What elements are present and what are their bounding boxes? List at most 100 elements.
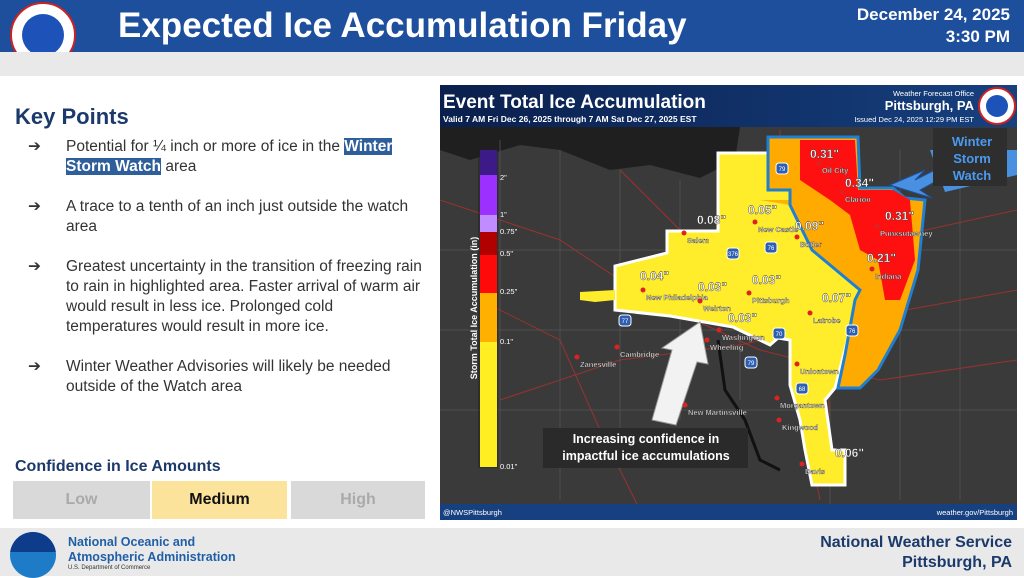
- confidence-callout-text: impactful ice accumulations: [562, 449, 729, 463]
- arrow-icon: ➔: [28, 198, 41, 215]
- city-label: Oil City: [822, 166, 849, 175]
- city-label: New Philadelphia: [646, 293, 709, 302]
- legend-tick: 0.5": [500, 249, 513, 258]
- interstate-number: 68: [799, 387, 806, 393]
- confidence-callout-box: [543, 428, 748, 468]
- map-valid-period: Valid 7 AM Fri Dec 26, 2025 through 7 AM…: [443, 114, 697, 124]
- legend-bin: [480, 175, 497, 215]
- ice-value-label: 0.08": [697, 213, 726, 227]
- city-marker: [874, 223, 880, 229]
- city-marker: [839, 189, 845, 195]
- city-marker: [746, 290, 752, 296]
- legend-bin: [480, 255, 497, 293]
- issue-date: December 24, 2025: [856, 5, 1010, 24]
- key-point-text: Winter Weather Advisories will likely be…: [66, 358, 391, 395]
- interstate-number: 376: [728, 252, 739, 258]
- city-marker: [697, 298, 703, 304]
- noaa-line2: Atmospheric Administration: [68, 550, 236, 564]
- confidence-callout-text: Increasing confidence in: [573, 432, 720, 446]
- city-label: New Castle: [758, 225, 798, 234]
- website-link[interactable]: weather.gov/Pittsburgh: [936, 508, 1013, 517]
- city-label: Punxsutawney: [880, 229, 933, 238]
- key-points-list: ➔ Potential for ¼ inch or more of ice in …: [28, 137, 428, 417]
- office-name: Pittsburgh, PA: [885, 98, 975, 113]
- ice-value-label: 0.04": [640, 269, 669, 283]
- legend-tick: 0.25": [500, 287, 518, 296]
- watch-callout-text: Winter: [952, 134, 992, 149]
- issue-datetime: December 24, 2025 3:30 PM: [857, 4, 1010, 48]
- interstate-number: 79: [779, 167, 786, 173]
- arrow-icon: ➔: [28, 258, 41, 275]
- noaa-logo: [10, 532, 56, 578]
- interstate-shield-icon: [726, 247, 740, 260]
- key-points-title: Key Points: [15, 104, 129, 129]
- noaa-line1: National Oceanic and: [68, 535, 196, 549]
- city-label: Davis: [805, 467, 825, 476]
- ice-value-label: 0.03": [752, 273, 781, 287]
- interstate-number: 77: [622, 319, 629, 325]
- city-label: Washington: [722, 333, 765, 342]
- city-marker: [640, 287, 646, 293]
- key-point: ➔ Potential for ¼ inch or more of ice in …: [28, 137, 428, 177]
- ice-value-label: 0.34": [845, 176, 874, 190]
- nws-map-logo-inner: [986, 95, 1008, 117]
- confidence-low: Low: [13, 481, 150, 519]
- ice-value-label: 0.03": [728, 311, 757, 325]
- confidence-title: Confidence in Ice Amounts: [15, 458, 221, 475]
- city-label: Butler: [800, 240, 822, 249]
- city-marker: [794, 234, 800, 240]
- interstate-number: 79: [748, 361, 755, 367]
- interstate-number: 76: [768, 246, 775, 252]
- legend-tick: 0.1": [500, 337, 513, 346]
- key-point-text: A trace to a tenth of an inch just outsi…: [66, 198, 409, 235]
- interstate-number: 70: [776, 332, 783, 338]
- lake-erie: [440, 127, 740, 178]
- interstate-number: 76: [849, 329, 856, 335]
- watch-callout-text: Storm: [953, 151, 991, 166]
- issued-time: Issued Dec 24, 2025 12:29 PM EST: [854, 115, 974, 124]
- legend-bin: [480, 150, 497, 175]
- legend-bin: [480, 215, 497, 232]
- ice-value-label: 0.05": [748, 203, 777, 217]
- city-marker: [776, 417, 782, 423]
- city-label: Kingwood: [782, 423, 819, 432]
- ice-value-label: 0.06": [835, 446, 864, 460]
- header-strip: [0, 52, 1024, 76]
- interstate-shield-icon: [795, 382, 809, 395]
- city-label: Latrobe: [813, 316, 841, 325]
- city-marker: [752, 219, 758, 225]
- noaa-sub: U.S. Department of Commerce: [68, 565, 151, 571]
- city-marker: [794, 361, 800, 367]
- ice-value-label: 0.09": [795, 219, 824, 233]
- city-marker: [774, 395, 780, 401]
- legend-title: Storm Total Ice Accumulation (in): [469, 237, 479, 380]
- key-point: ➔ A trace to a tenth of an inch just outs…: [28, 197, 428, 237]
- nws-location: Pittsburgh, PA: [902, 554, 1012, 571]
- noaa-name: National Oceanic and Atmospheric Administ…: [68, 535, 236, 565]
- interstate-shield-icon: [618, 314, 632, 327]
- legend-tick: 1": [500, 210, 507, 219]
- footer-bar: [0, 528, 1024, 576]
- arrow-icon: ➔: [28, 138, 41, 155]
- ice-value-label: 0.07": [822, 291, 851, 305]
- office-label: Weather Forecast Office: [893, 89, 974, 98]
- legend-colorbar: 2" 1" 0.75" 0.5" 0.25" 0.1" 0.01" Storm Total I…: [469, 150, 518, 471]
- ice-value-label: 0.03": [698, 280, 727, 294]
- white-arrow-icon: [651, 321, 709, 426]
- interstate-shield-icon: [744, 356, 758, 369]
- legend-tick: 0.01": [500, 462, 518, 471]
- key-point: ➔ Winter Weather Advisories will likely b…: [28, 357, 428, 397]
- legend-tick: 0.75": [500, 227, 518, 236]
- city-marker: [704, 337, 710, 343]
- city-marker: [716, 327, 722, 333]
- legend-tick: 2": [500, 173, 507, 182]
- city-label: Uniontown: [800, 367, 839, 376]
- legend-bin: [480, 293, 497, 342]
- city-marker: [869, 266, 875, 272]
- ohio-river: [716, 339, 781, 472]
- page-title: Expected Ice Accumulation Friday: [118, 6, 687, 45]
- city-marker: [816, 160, 822, 166]
- legend-bin: [480, 342, 497, 467]
- city-label: Morgantown: [780, 401, 825, 410]
- confidence-high: High: [291, 481, 425, 519]
